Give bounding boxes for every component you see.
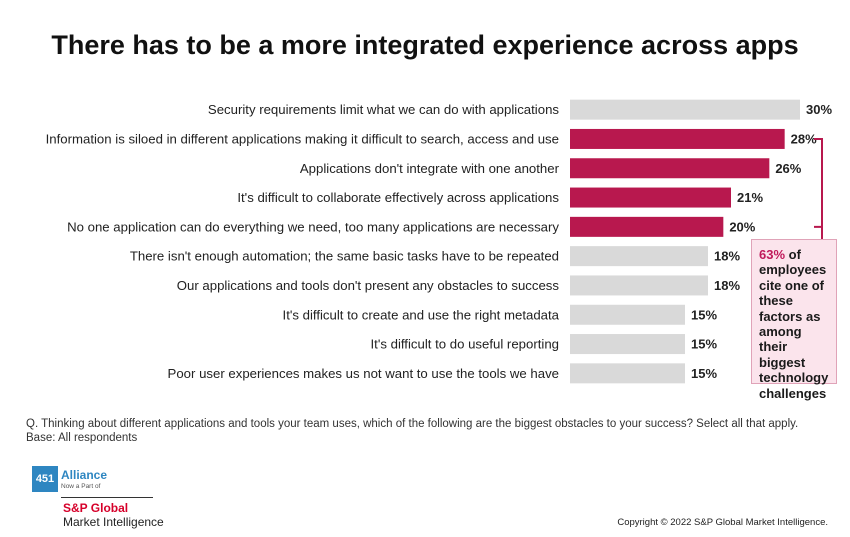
callout-percent: 63% <box>759 247 786 262</box>
value-label: 15% <box>691 307 717 322</box>
copyright: Copyright © 2022 S&P Global Market Intel… <box>617 517 828 528</box>
category-label: Our applications and tools don't present… <box>177 278 560 293</box>
category-label: It's difficult to do useful reporting <box>371 337 559 352</box>
value-label: 18% <box>714 249 740 264</box>
value-label: 15% <box>691 366 717 381</box>
bar <box>570 304 685 325</box>
bar <box>570 334 685 355</box>
callout-text: of employees cite one of these factors a… <box>759 247 829 401</box>
category-label: Poor user experiences makes us not want … <box>168 366 559 381</box>
logo-part-of: Now a Part of <box>61 483 101 490</box>
bar <box>570 158 770 179</box>
logo-division: Market Intelligence <box>63 515 164 529</box>
category-label: It's difficult to collaborate effectivel… <box>237 190 559 205</box>
footnote-base: Base: All respondents <box>26 432 138 444</box>
value-label: 15% <box>691 337 717 352</box>
bars-layer: Security requirements limit what we can … <box>46 99 832 384</box>
logo-divider <box>61 497 153 498</box>
category-label: Information is siloed in different appli… <box>46 131 559 146</box>
highlight-bracket <box>814 137 823 239</box>
footnote-question: Q. Thinking about different applications… <box>26 418 799 430</box>
value-label: 20% <box>729 219 755 234</box>
bar-chart: Security requirements limit what we can … <box>46 99 832 384</box>
company-logo: 451 Alliance Now a Part of S&P Global Ma… <box>32 466 202 530</box>
chart-title: There has to be a more integrated experi… <box>51 30 799 60</box>
value-label: 26% <box>775 161 801 176</box>
category-label: There isn't enough automation; the same … <box>130 249 559 264</box>
value-label: 21% <box>737 190 763 205</box>
logo-badge: 451 <box>32 466 58 492</box>
footnote: Q. Thinking about different applications… <box>26 417 836 445</box>
bar <box>570 363 685 384</box>
category-label: Security requirements limit what we can … <box>208 102 559 117</box>
bar <box>570 99 800 120</box>
logo-alliance: Alliance <box>61 468 108 482</box>
bar <box>570 246 708 267</box>
bar <box>570 128 785 149</box>
bar <box>570 275 708 296</box>
category-label: It's difficult to create and use the rig… <box>283 307 560 322</box>
category-label: No one application can do everything we … <box>67 219 559 234</box>
logo-brand: S&P Global <box>63 501 129 515</box>
category-label: Applications don't integrate with one an… <box>300 161 560 176</box>
callout-box: 63% of employees cite one of these facto… <box>751 239 837 401</box>
value-label: 28% <box>791 131 817 146</box>
bar <box>570 216 724 237</box>
bar <box>570 187 731 208</box>
value-label: 18% <box>714 278 740 293</box>
value-label: 30% <box>806 102 832 117</box>
